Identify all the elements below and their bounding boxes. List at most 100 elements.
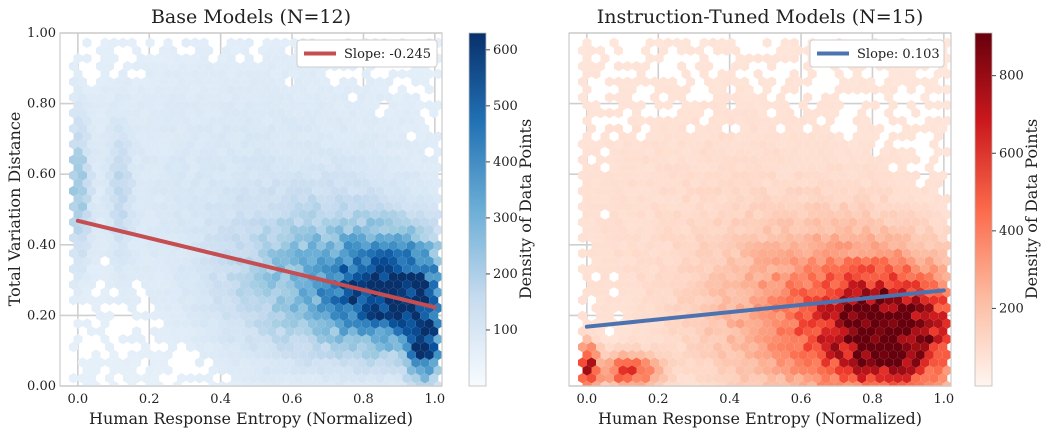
hexbin-cell	[794, 232, 804, 243]
hexbin-cell	[767, 263, 777, 275]
hexbin-cell	[942, 68, 951, 80]
hexbin-cell	[884, 201, 894, 212]
hexbin-cell	[636, 178, 646, 189]
hexbin-cell	[285, 123, 295, 134]
hexbin-cell	[163, 131, 173, 142]
hexbin-cell	[578, 76, 587, 87]
hexbin-cell	[393, 201, 403, 212]
hexbin-cell	[397, 318, 407, 329]
hexbin-cell	[866, 341, 876, 353]
hexbin-cell	[370, 84, 380, 95]
hexbin-cell	[186, 201, 196, 212]
hexbin-cell	[393, 357, 403, 368]
hexbin-cell	[695, 341, 705, 353]
hexbin-cell	[199, 287, 209, 298]
hexbin-cell	[902, 373, 912, 384]
hexbin-cell	[235, 318, 245, 329]
hexbin-cell	[159, 357, 169, 368]
hexbin-cell	[785, 154, 795, 165]
hexbin-cell	[663, 240, 673, 251]
hexbin-cell	[249, 123, 259, 134]
hexbin-cell	[726, 318, 736, 329]
hexbin-cell	[636, 100, 646, 111]
hexbin-cell	[735, 287, 745, 298]
hexbin-cell	[366, 123, 376, 134]
hexbin-cell	[222, 295, 232, 306]
hexbin-cell	[852, 334, 862, 345]
hexbin-cell	[744, 318, 754, 329]
hexbin-cell	[578, 310, 587, 321]
hexbin-cell	[776, 217, 786, 228]
hexbin-cell	[177, 263, 187, 275]
hexbin-cell	[821, 92, 831, 103]
hexbin-cell	[289, 287, 299, 298]
hexbin-cell	[690, 349, 700, 360]
colorbar-tick-label: 100	[493, 323, 518, 338]
hexbin-cell	[740, 263, 750, 275]
hexbin-cell	[87, 357, 96, 368]
hexbin-cell	[600, 380, 610, 386]
hexbin-cell	[361, 100, 371, 111]
hexbin-cell	[186, 263, 196, 275]
hexbin-cell	[118, 178, 128, 189]
hexbin-cell	[839, 170, 849, 181]
hexbin-cell	[271, 84, 281, 95]
hexbin-cell	[114, 357, 123, 368]
hexbin-cell	[280, 100, 290, 111]
hexbin-cell	[861, 256, 871, 267]
hexbin-cell	[312, 123, 322, 134]
hexbin-cell	[762, 115, 772, 126]
hexbin-cell	[433, 68, 442, 80]
hexbin-cell	[749, 201, 759, 212]
hexbin-cell	[794, 279, 804, 290]
hexbin-cell	[132, 263, 142, 275]
hexbin-cell	[118, 100, 128, 111]
hexbin-cell	[690, 287, 700, 298]
hexbin-cell	[929, 248, 939, 259]
hexbin-cell	[154, 193, 164, 204]
hexbin-cell	[681, 162, 691, 173]
hexbin-cell	[681, 193, 691, 204]
hexbin-cell	[339, 201, 349, 212]
hexbin-cell	[411, 341, 421, 353]
hexbin-cell	[222, 310, 232, 321]
hexbin-cell	[659, 76, 669, 87]
hexbin-cell	[316, 146, 326, 158]
hexbin-cell	[929, 139, 939, 150]
hexbin-cell	[141, 107, 151, 119]
hexbin-cell	[330, 341, 340, 353]
hexbin-cell	[600, 287, 610, 298]
hexbin-cell	[627, 224, 637, 236]
hexbin-cell	[762, 349, 772, 360]
hexbin-cell	[884, 76, 894, 87]
hexbin-cell	[348, 295, 358, 306]
hexbin-cell	[348, 232, 358, 243]
hexbin-cell	[812, 310, 822, 321]
hexbin-cell	[181, 224, 191, 236]
hexbin-cell	[114, 248, 123, 259]
hexbin-cell	[906, 380, 916, 386]
hexbin-cell	[924, 271, 934, 282]
hexbin-cell	[839, 373, 849, 384]
hexbin-cell	[618, 365, 628, 376]
hexbin-cell	[357, 341, 367, 353]
hexbin-cell	[780, 287, 790, 298]
hexbin-cell	[735, 162, 745, 173]
hexbin-cell	[686, 232, 696, 243]
hexbin-cell	[938, 263, 948, 275]
hexbin-cell	[294, 279, 304, 290]
hexbin-cell	[226, 37, 236, 48]
hexbin-cell	[870, 287, 880, 298]
hexbin-cell	[316, 380, 326, 386]
hexbin-cell	[217, 68, 227, 80]
hexbin-cell	[789, 53, 799, 64]
hexbin-cell	[307, 146, 317, 158]
hexbin-cell	[771, 131, 781, 142]
hexbin-cell	[780, 37, 790, 48]
hexbin-cell	[834, 256, 844, 267]
hexbin-cell	[726, 193, 736, 204]
hexbin-cell	[213, 357, 223, 368]
hexbin-cell	[812, 123, 822, 134]
hexbin-cell	[852, 365, 862, 376]
hexbin-cell	[271, 100, 281, 111]
